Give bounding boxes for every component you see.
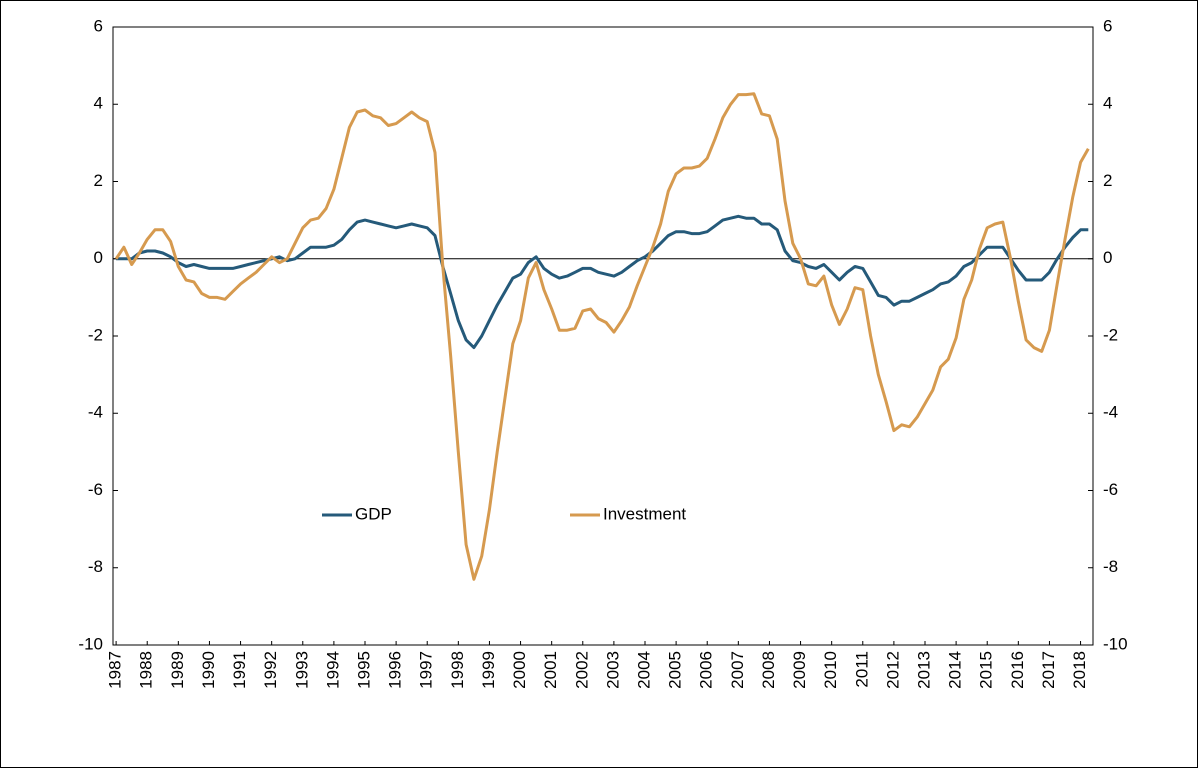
x-tick-label: 2000 — [510, 651, 529, 689]
x-tick-label: 2008 — [759, 651, 778, 689]
x-tick-label: 1991 — [230, 651, 249, 689]
x-tick-label: 2004 — [634, 651, 653, 689]
x-tick-label: 2012 — [883, 651, 902, 689]
x-tick-label: 2015 — [977, 651, 996, 689]
y-tick-label: 0 — [94, 248, 103, 267]
x-tick-label: 2017 — [1039, 651, 1058, 689]
y2-tick-label: -6 — [1103, 480, 1118, 499]
y2-tick-label: 4 — [1103, 94, 1112, 113]
y2-tick-label: -2 — [1103, 325, 1118, 344]
x-tick-label: 1995 — [354, 651, 373, 689]
x-tick-label: 2011 — [852, 651, 871, 688]
x-tick-label: 2010 — [821, 651, 840, 689]
data-line — [116, 214, 1089, 350]
data-line — [114, 92, 1090, 581]
x-tick-label: 1994 — [323, 651, 342, 689]
y2-tick-label: -4 — [1103, 403, 1118, 422]
y2-tick-label: -10 — [1103, 634, 1128, 653]
x-tick-label: 2014 — [946, 651, 965, 689]
x-tick-label: 1992 — [261, 651, 280, 689]
x-tick-label: 1996 — [386, 651, 405, 689]
x-tick-label: 2009 — [790, 651, 809, 689]
x-tick-label: 1990 — [199, 651, 218, 689]
x-tick-label: 2003 — [603, 651, 622, 689]
x-tick-label: 1998 — [448, 651, 467, 689]
y-tick-label: -8 — [88, 557, 103, 576]
y-tick-label: 6 — [94, 16, 103, 35]
y-tick-label: 4 — [94, 94, 103, 113]
x-tick-label: 2013 — [914, 651, 933, 689]
x-tick-label: 2007 — [728, 651, 747, 689]
x-tick-label: 1993 — [292, 651, 311, 689]
y2-tick-label: -8 — [1103, 557, 1118, 576]
x-tick-label: 2005 — [666, 651, 685, 689]
x-tick-label: 1997 — [417, 651, 436, 689]
legend-label: GDP — [355, 504, 392, 523]
x-tick-label: 2006 — [697, 651, 716, 689]
x-tick-label: 2002 — [572, 651, 591, 689]
y-tick-label: -10 — [78, 634, 103, 653]
x-tick-label: 2018 — [1070, 651, 1089, 689]
y-tick-label: -6 — [88, 480, 103, 499]
y-tick-label: -4 — [88, 403, 103, 422]
x-tick-label: 2001 — [541, 651, 560, 689]
y2-tick-label: 2 — [1103, 171, 1112, 190]
x-tick-label: 1989 — [168, 651, 187, 689]
y-tick-label: 2 — [94, 171, 103, 190]
x-tick-label: 2016 — [1008, 651, 1027, 689]
y2-tick-label: 0 — [1103, 248, 1112, 267]
x-tick-label: 1999 — [479, 651, 498, 689]
y-tick-label: -2 — [88, 325, 103, 344]
legend-label: Investment — [603, 504, 686, 523]
y2-tick-label: 6 — [1103, 16, 1112, 35]
x-tick-label: 1988 — [137, 651, 156, 689]
x-tick-label: 1987 — [106, 651, 125, 689]
